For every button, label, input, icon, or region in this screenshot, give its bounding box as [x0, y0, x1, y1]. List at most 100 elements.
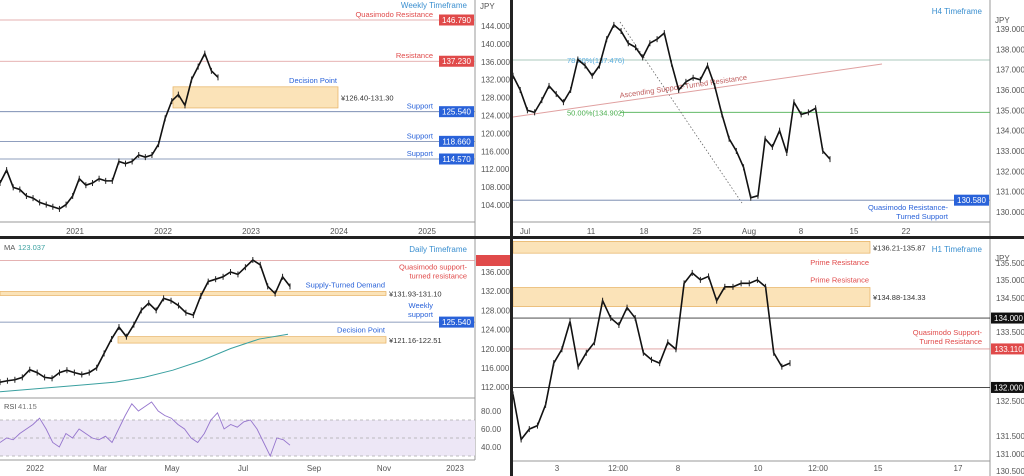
x-tick-label: 2022	[154, 227, 172, 236]
price-badge	[439, 106, 474, 118]
zone-range-label: ¥126.40-131.30	[341, 93, 394, 102]
level-label: Support	[407, 102, 434, 111]
zone-range-label: ¥134.88-134.33	[873, 293, 926, 302]
x-tick-label: 11	[587, 227, 596, 236]
y-tick-label: 136.000	[481, 58, 510, 67]
x-tick-label: Nov	[377, 464, 391, 473]
y-tick-label: 137.000	[996, 66, 1024, 75]
x-tick-label: Aug	[742, 227, 756, 236]
level-label-line2: Turned Resistance	[919, 337, 982, 346]
price-badge	[476, 255, 511, 267]
x-tick-label: 8	[799, 227, 804, 236]
level-label: Support	[407, 149, 434, 158]
x-tick-label: 2023	[242, 227, 260, 236]
x-tick-label: 18	[640, 227, 649, 236]
y-tick-label: 104.000	[481, 201, 510, 210]
y-tick-label: 131.000	[996, 188, 1024, 197]
rsi-label: RSI	[4, 402, 17, 411]
zone-label: Supply-Turned Demand	[306, 280, 385, 289]
x-tick-label: May	[164, 464, 179, 473]
level-label-line2: support	[408, 310, 434, 319]
y-tick-label: 139.000	[996, 25, 1024, 34]
y-tick-label: 132.000	[481, 76, 510, 85]
y-tick-label: 134.000	[996, 127, 1024, 136]
x-tick-label: Mar	[93, 464, 107, 473]
ma-value: 123.037	[18, 243, 45, 252]
x-tick-label: 15	[850, 227, 859, 236]
ma-label: MA	[4, 243, 15, 252]
x-tick-label: 2021	[66, 227, 84, 236]
timeframe-title: Daily Timeframe	[409, 245, 467, 254]
y-tick-label: 108.000	[481, 183, 510, 192]
price-badge-text: 114.570	[442, 155, 471, 164]
y-tick-label: 134.500	[996, 294, 1024, 303]
y-tick-label: 116.000	[481, 364, 510, 373]
y-tick-label: 131.500	[996, 432, 1024, 441]
rsi-tick-label: 40.00	[481, 443, 502, 452]
y-tick-label: 138.000	[996, 45, 1024, 54]
level-label-line2: Turned Support	[896, 212, 949, 221]
zone-range-label: ¥121.16-122.51	[389, 336, 442, 345]
fib-dotted-line	[619, 21, 743, 204]
y-tick-label: 132.500	[996, 397, 1024, 406]
y-tick-label: 124.000	[481, 112, 510, 121]
y-tick-label: 135.000	[996, 106, 1024, 115]
y-tick-label: 131.000	[996, 450, 1024, 459]
y-tick-label: 112.000	[481, 383, 510, 392]
zone-range-label: ¥131.93-131.10	[389, 289, 442, 298]
x-tick-label: 12:00	[808, 464, 829, 473]
y-tick-label: 120.000	[481, 129, 510, 138]
y-tick-label: 128.000	[481, 94, 510, 103]
price-badge	[991, 343, 1024, 355]
x-tick-label: 25	[693, 227, 702, 236]
y-tick-label: 136.000	[481, 268, 510, 277]
y-tick-label: 130.500	[996, 467, 1024, 476]
price-badge-text: 132.000	[994, 383, 1023, 392]
zone-box	[512, 241, 871, 254]
x-tick-label: Sep	[307, 464, 322, 473]
y-tick-label: 120.000	[481, 345, 510, 354]
price-badge	[439, 135, 474, 147]
level-label: Support	[407, 131, 434, 140]
x-tick-label: 10	[754, 464, 763, 473]
x-tick-label: 2025	[418, 227, 436, 236]
y-tick-label: 144.000	[481, 22, 510, 31]
y-tick-label: 133.000	[996, 147, 1024, 156]
fib-50-label: 50.00%(134.902)	[567, 108, 625, 117]
price-badge-text: 130.580	[957, 196, 986, 205]
y-tick-label: 116.000	[481, 147, 510, 156]
zone-range-label: ¥136.21-135.87	[873, 243, 926, 252]
level-label-line2: turned resistance	[409, 272, 467, 281]
timeframe-title: H1 Timeframe	[932, 245, 983, 254]
zone-box	[117, 336, 387, 344]
currency-label: JPY	[995, 254, 1010, 263]
zone-label: Decision Point	[337, 326, 386, 335]
level-label: Quasimodo Support-	[913, 328, 983, 337]
zone-label: Decision Point	[289, 76, 338, 85]
y-tick-label: 132.000	[481, 287, 510, 296]
price-badge-text: 125.540	[442, 318, 471, 327]
level-label: Resistance	[396, 51, 433, 60]
currency-label: JPY	[995, 16, 1010, 25]
x-tick-label: 22	[902, 227, 911, 236]
price-line	[0, 259, 291, 383]
y-tick-label: 124.000	[481, 326, 510, 335]
price-badge	[991, 381, 1024, 393]
timeframe-title: H4 Timeframe	[932, 7, 983, 16]
x-tick-label: Jul	[238, 464, 248, 473]
y-tick-label: 140.000	[481, 40, 510, 49]
timeframe-title: Weekly Timeframe	[401, 1, 468, 10]
price-badge	[954, 194, 989, 206]
level-label: Quasimodo support-	[399, 263, 467, 272]
zone-box	[172, 86, 339, 109]
y-tick-label: 128.000	[481, 306, 510, 315]
price-badge	[439, 316, 474, 328]
y-tick-label: 135.000	[996, 276, 1024, 285]
y-tick-label: 112.000	[481, 165, 510, 174]
y-tick-label: 133.500	[996, 328, 1024, 337]
x-tick-label: 15	[874, 464, 883, 473]
price-badge-text: 137.230	[442, 57, 471, 66]
rsi-line	[0, 401, 291, 458]
price-badge-text: 118.660	[442, 137, 471, 146]
